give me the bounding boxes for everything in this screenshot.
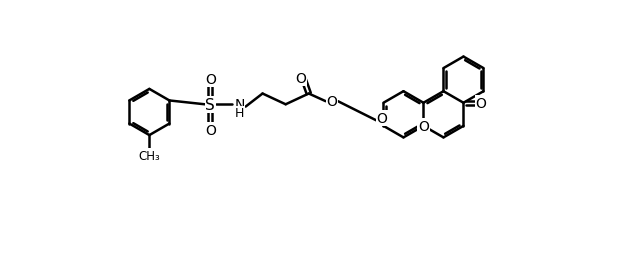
Text: O: O [205,73,216,87]
Text: O: O [296,72,307,86]
Text: S: S [205,97,215,112]
Text: O: O [205,123,216,137]
Text: CH₃: CH₃ [138,149,160,162]
Text: O: O [376,112,387,126]
Text: H: H [235,107,244,120]
Text: O: O [326,95,337,109]
Text: N: N [234,98,244,112]
Text: O: O [418,119,429,133]
Text: O: O [476,96,486,110]
